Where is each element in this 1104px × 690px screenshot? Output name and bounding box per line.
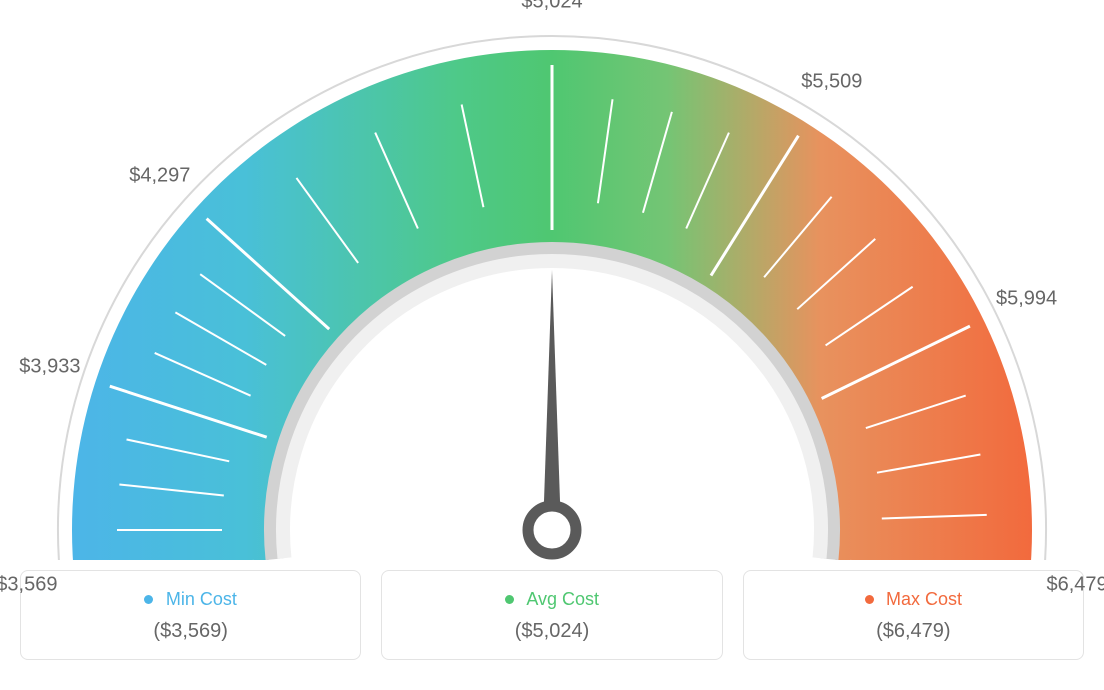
cost-gauge-chart: $3,569$3,933$4,297$5,024$5,509$5,994$6,4… [20,20,1084,560]
min-cost-card: Min Cost ($3,569) [20,570,361,660]
tick-label: $5,994 [996,287,1057,310]
gauge-svg [20,20,1084,560]
avg-cost-dot [505,595,514,604]
tick-label: $5,024 [521,0,582,14]
max-cost-value: ($6,479) [754,620,1073,643]
tick-label: $5,509 [801,71,862,94]
max-cost-card: Max Cost ($6,479) [743,570,1084,660]
tick-label: $3,569 [0,574,57,597]
tick-label: $6,479 [1047,574,1104,597]
min-cost-dot [144,595,153,604]
gauge-needle [543,270,561,530]
min-cost-value: ($3,569) [31,620,350,643]
max-cost-label: Max Cost [886,589,962,609]
tick-label: $4,297 [129,165,190,188]
avg-cost-label: Avg Cost [526,589,599,609]
summary-cards: Min Cost ($3,569) Avg Cost ($5,024) Max … [20,570,1084,660]
tick-label: $3,933 [19,355,80,378]
avg-cost-card: Avg Cost ($5,024) [381,570,722,660]
max-cost-dot [865,595,874,604]
gauge-hub [528,506,576,554]
avg-cost-value: ($5,024) [392,620,711,643]
min-cost-label: Min Cost [166,589,237,609]
